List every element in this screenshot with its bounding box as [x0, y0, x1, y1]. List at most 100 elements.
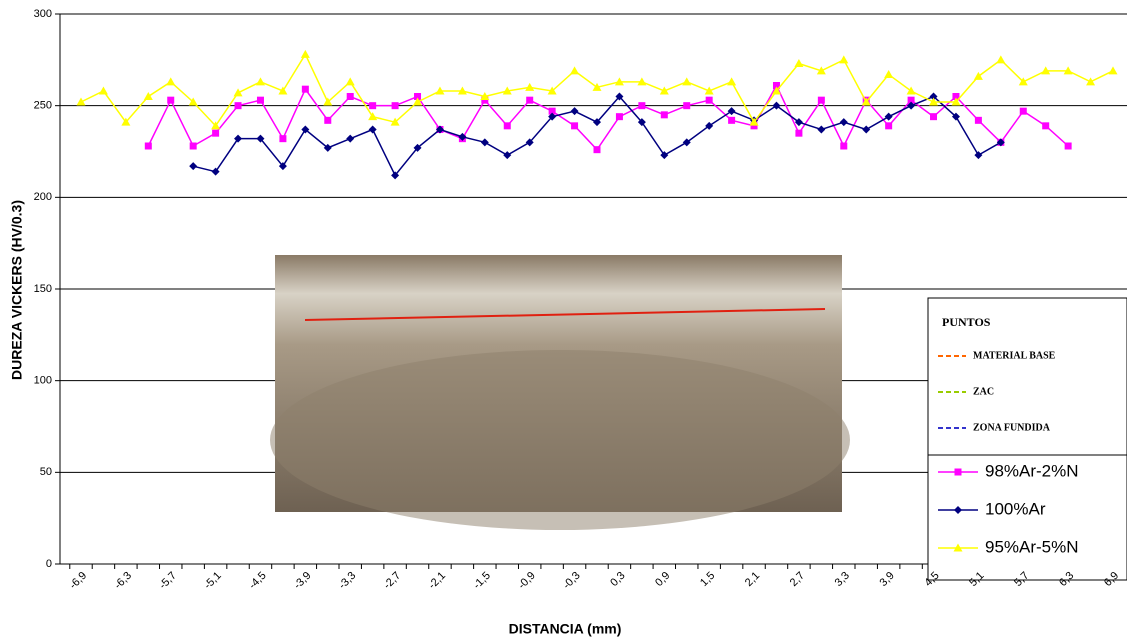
point	[1019, 107, 1027, 115]
point	[592, 82, 602, 91]
point	[413, 97, 423, 106]
point	[929, 92, 938, 101]
point	[772, 101, 781, 110]
x-tick-label: 2,7	[788, 570, 807, 589]
point	[391, 171, 400, 180]
point	[885, 122, 893, 130]
point	[435, 86, 445, 95]
point	[1041, 66, 1051, 75]
y-tick-label: 250	[34, 100, 52, 112]
point	[301, 125, 310, 134]
point	[638, 102, 646, 110]
x-tick-label: -2,7	[381, 570, 403, 592]
photo-shade	[270, 350, 850, 530]
point	[907, 96, 915, 104]
point	[368, 125, 377, 134]
point	[188, 97, 198, 106]
point	[503, 122, 511, 130]
point	[772, 82, 780, 89]
point	[144, 142, 152, 150]
y-tick-label: 0	[46, 558, 52, 570]
x-tick-label: 3,9	[878, 570, 897, 589]
point	[570, 107, 579, 116]
point	[234, 134, 243, 143]
point	[323, 97, 333, 106]
point	[166, 77, 176, 86]
point	[906, 86, 916, 95]
point	[369, 102, 377, 110]
point	[481, 96, 489, 104]
point	[143, 92, 153, 100]
legend-label: 98%Ar-2%N	[985, 461, 1079, 480]
point	[212, 129, 220, 137]
point	[301, 85, 309, 93]
point	[414, 93, 422, 100]
point	[816, 66, 826, 75]
point	[1063, 66, 1073, 75]
point	[457, 86, 467, 95]
legend-label: 95%Ar-5%N	[985, 537, 1079, 556]
point	[637, 118, 646, 127]
point	[794, 118, 803, 127]
point	[278, 86, 288, 95]
point	[279, 135, 287, 143]
x-tick-label: -6,9	[67, 570, 89, 592]
x-tick-label: -1,5	[471, 570, 493, 592]
point	[76, 97, 86, 106]
point	[771, 86, 781, 95]
point	[1108, 66, 1118, 75]
x-tick-label: -4,5	[247, 570, 269, 592]
point	[907, 101, 916, 110]
point	[368, 112, 378, 121]
point	[660, 111, 668, 119]
inset-legend-title: PUNTOS	[942, 315, 991, 329]
x-tick-label: -3,3	[336, 570, 358, 592]
point	[413, 143, 422, 152]
y-tick-label: 100	[34, 375, 52, 387]
x-tick-label: 1,5	[698, 570, 717, 589]
point	[233, 88, 243, 97]
point	[929, 97, 939, 106]
point	[593, 146, 601, 154]
inset-legend-label: ZAC	[973, 386, 994, 397]
point	[840, 142, 848, 150]
point	[884, 112, 893, 121]
x-tick-label: 3,3	[833, 570, 852, 589]
point	[480, 92, 490, 100]
series-line	[147, 83, 1069, 151]
point	[548, 107, 556, 115]
x-tick-label: -5,1	[202, 570, 224, 592]
point	[391, 102, 399, 110]
x-tick-label: -3,9	[292, 570, 314, 592]
point	[211, 121, 221, 130]
point	[951, 97, 961, 106]
point	[817, 125, 826, 134]
point	[189, 162, 198, 171]
point	[727, 77, 737, 86]
point	[525, 82, 535, 91]
x-tick-label: -6,3	[112, 570, 134, 592]
photo-line	[304, 308, 826, 321]
point	[502, 86, 512, 95]
point	[121, 117, 131, 126]
x-tick-label: -5,7	[157, 570, 179, 592]
point	[954, 506, 962, 514]
point	[1042, 122, 1050, 130]
x-tick-label: 0,3	[608, 570, 627, 589]
point	[278, 162, 287, 171]
point	[861, 97, 871, 106]
point	[637, 77, 647, 86]
point	[526, 96, 534, 104]
point	[705, 121, 714, 130]
point	[323, 143, 332, 152]
y-tick-label: 300	[34, 8, 52, 20]
legend-label: 100%Ar	[985, 499, 1046, 518]
x-tick-label: -0,9	[516, 570, 538, 592]
point	[952, 93, 960, 100]
point	[256, 134, 265, 143]
point	[930, 113, 938, 121]
y-tick-label: 50	[40, 466, 52, 478]
point	[794, 59, 804, 67]
point	[839, 55, 849, 64]
